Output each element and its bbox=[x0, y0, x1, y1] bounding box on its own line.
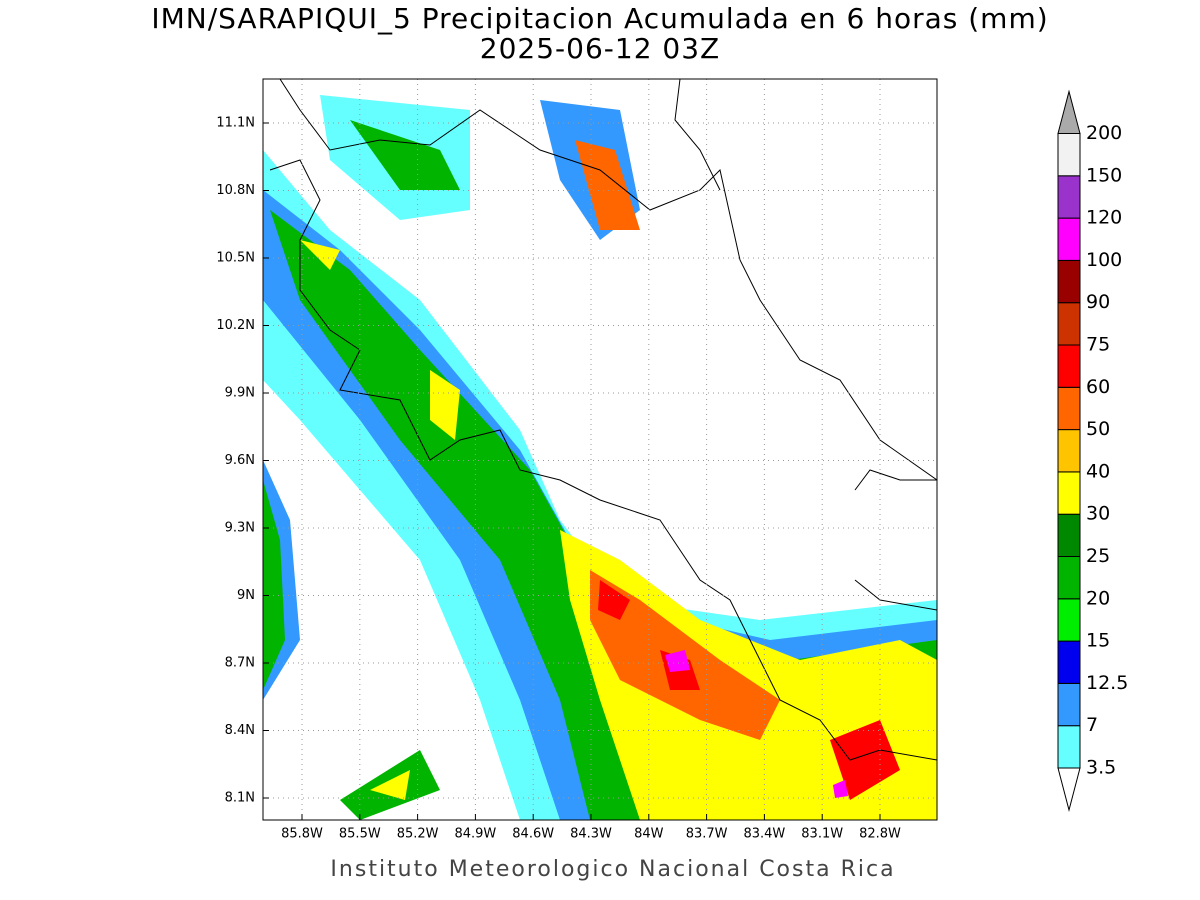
colorbar-over bbox=[1057, 89, 1081, 134]
lon-tick-label: 84.6W bbox=[512, 827, 554, 842]
colorbar-label: 25 bbox=[1086, 545, 1110, 567]
colorbar-box bbox=[1057, 556, 1081, 600]
lat-tick-label: 8.4N bbox=[225, 723, 255, 738]
colorbar-label: 3.5 bbox=[1086, 757, 1116, 779]
coastline bbox=[269, 79, 937, 761]
precip-area bbox=[350, 120, 460, 190]
colorbar-label: 150 bbox=[1086, 164, 1122, 186]
lon-tick-label: 82.8W bbox=[859, 827, 901, 842]
colorbar-label: 40 bbox=[1086, 460, 1110, 482]
colorbar: 3.5 7 12.5 15 20 25 30 40 50 60 75 90 100 120 150 200 bbox=[1057, 89, 1128, 812]
lon-tick-label: 83.1W bbox=[801, 827, 843, 842]
colorbar-box bbox=[1057, 471, 1081, 515]
lon-tick-label: 85.5W bbox=[339, 827, 381, 842]
colorbar-label: 120 bbox=[1086, 207, 1122, 229]
lon-tick-label: 84.3W bbox=[570, 827, 612, 842]
colorbar-box bbox=[1057, 682, 1081, 727]
gridlines bbox=[263, 79, 937, 820]
lon-tick-label: 83.7W bbox=[686, 827, 728, 842]
colorbar-box bbox=[1057, 725, 1081, 769]
precip-area bbox=[263, 480, 285, 690]
map-frame bbox=[262, 78, 938, 821]
title: IMN/SARAPIQUI_5 Precipitacion Acumulada … bbox=[151, 2, 1048, 35]
footer: Instituto Meteorologico Nacional Costa R… bbox=[330, 857, 895, 882]
colorbar-label: 15 bbox=[1086, 630, 1110, 652]
precip-area bbox=[598, 580, 900, 800]
lat-tick-label: 8.1N bbox=[225, 791, 255, 806]
lat-tick-label: 9.9N bbox=[225, 386, 255, 401]
precip-area bbox=[370, 770, 410, 800]
lon-tick-label: 85.8W bbox=[281, 827, 323, 842]
precip-area bbox=[300, 240, 460, 440]
colorbar-box bbox=[1057, 640, 1081, 684]
lon-tick-label: 84W bbox=[634, 827, 664, 842]
colorbar-label: 30 bbox=[1086, 503, 1110, 525]
colorbar-box bbox=[1057, 133, 1081, 177]
precip-area bbox=[665, 650, 848, 798]
colorbar-box bbox=[1057, 175, 1081, 219]
lon-tick-label: 83.4W bbox=[743, 827, 785, 842]
lat-tick-label: 9N bbox=[237, 588, 255, 603]
colorbar-label: 7 bbox=[1086, 714, 1098, 736]
lat-tick-label: 10.8N bbox=[216, 183, 255, 198]
lon-tick-label: 84.9W bbox=[454, 827, 496, 842]
colorbar-label: 75 bbox=[1086, 334, 1110, 356]
colorbar-box bbox=[1057, 429, 1081, 473]
colorbar-box bbox=[1057, 217, 1081, 261]
colorbar-label: 200 bbox=[1086, 122, 1122, 144]
colorbar-box bbox=[1057, 513, 1081, 558]
colorbar-box bbox=[1057, 386, 1081, 431]
colorbar-under bbox=[1057, 767, 1081, 812]
colorbar-label: 60 bbox=[1086, 376, 1110, 398]
lat-tick-label: 8.7N bbox=[225, 656, 255, 671]
lat-tick-label: 10.2N bbox=[216, 318, 255, 333]
colorbar-label: 20 bbox=[1086, 587, 1110, 609]
colorbar-box bbox=[1057, 259, 1081, 304]
precip-area bbox=[575, 140, 640, 230]
lon-tick-label: 85.2W bbox=[397, 827, 439, 842]
lat-tick-label: 11.1N bbox=[216, 116, 255, 131]
colorbar-label: 90 bbox=[1086, 291, 1110, 313]
colorbar-label: 12.5 bbox=[1086, 672, 1128, 694]
colorbar-box bbox=[1057, 598, 1081, 642]
lat-tick-label: 10.5N bbox=[216, 251, 255, 266]
colorbar-box bbox=[1057, 302, 1081, 346]
colorbar-label: 50 bbox=[1086, 418, 1110, 440]
subtitle: 2025-06-12 03Z bbox=[480, 32, 720, 65]
precip-field bbox=[263, 79, 937, 820]
colorbar-box bbox=[1057, 344, 1081, 388]
colorbar-label: 100 bbox=[1086, 249, 1122, 271]
lat-tick-label: 9.6N bbox=[225, 453, 255, 468]
lat-tick-label: 9.3N bbox=[225, 521, 255, 536]
